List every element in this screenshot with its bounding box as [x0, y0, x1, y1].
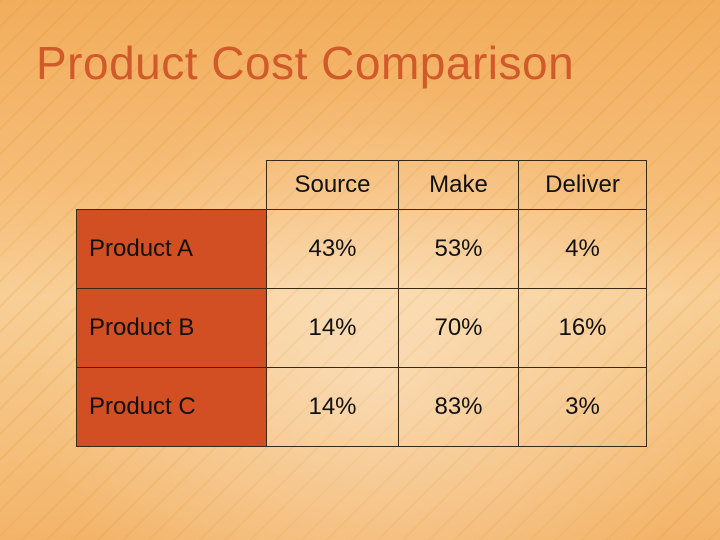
- cell-value: 14%: [267, 289, 399, 368]
- table-row: Product B 14% 70% 16%: [77, 289, 647, 368]
- slide: Product Cost Comparison Source Make Deli…: [0, 0, 720, 540]
- cell-value: 70%: [399, 289, 519, 368]
- slide-title: Product Cost Comparison: [36, 36, 574, 90]
- cell-value: 43%: [267, 210, 399, 289]
- col-header-source: Source: [267, 161, 399, 210]
- table-row: Product A 43% 53% 4%: [77, 210, 647, 289]
- cost-comparison-table: Source Make Deliver Product A 43% 53% 4%…: [76, 160, 647, 447]
- cell-value: 3%: [519, 368, 647, 447]
- table-row: Product C 14% 83% 3%: [77, 368, 647, 447]
- cell-value: 83%: [399, 368, 519, 447]
- table-header-row: Source Make Deliver: [77, 161, 647, 210]
- table-corner-cell: [77, 161, 267, 210]
- row-label: Product B: [77, 289, 267, 368]
- col-header-deliver: Deliver: [519, 161, 647, 210]
- row-label: Product A: [77, 210, 267, 289]
- col-header-make: Make: [399, 161, 519, 210]
- row-label: Product C: [77, 368, 267, 447]
- cell-value: 16%: [519, 289, 647, 368]
- cell-value: 53%: [399, 210, 519, 289]
- cell-value: 4%: [519, 210, 647, 289]
- cell-value: 14%: [267, 368, 399, 447]
